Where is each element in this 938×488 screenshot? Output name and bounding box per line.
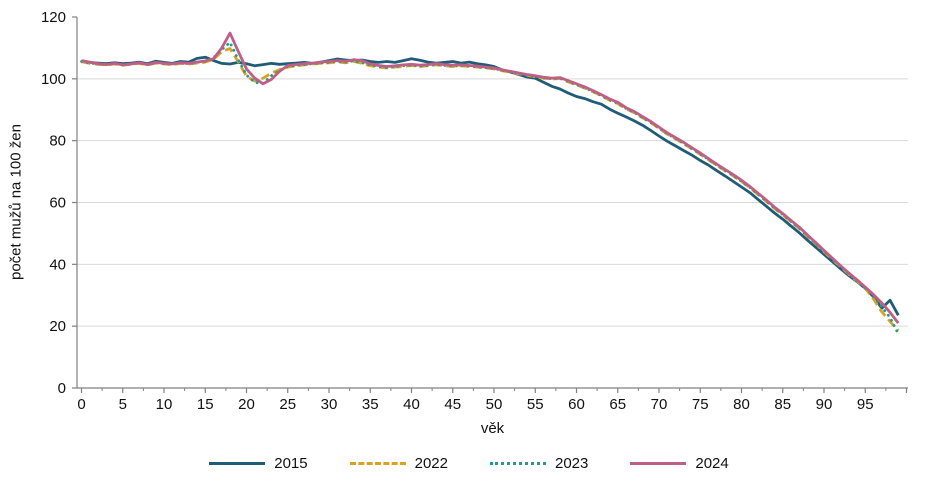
x-tick-label: 35 [362, 396, 379, 413]
y-tick-label: 40 [49, 256, 66, 273]
legend-label-2015: 2015 [274, 455, 308, 472]
x-tick-label: 20 [238, 396, 255, 413]
x-tick-label: 15 [197, 396, 214, 413]
x-tick-label: 0 [77, 396, 85, 413]
x-tick-label: 5 [119, 396, 127, 413]
series-line-2023 [80, 41, 900, 336]
series-line-2024 [81, 31, 900, 324]
series-line-2022 [81, 47, 900, 332]
legend-line-2024-icon [630, 462, 687, 465]
x-tick-label: 30 [321, 396, 338, 413]
x-tick-label: 75 [692, 396, 709, 413]
y-tick-label: 100 [41, 71, 66, 88]
y-axis-title: počet mužů na 100 žen [7, 124, 25, 281]
legend-label-2022: 2022 [414, 455, 448, 472]
x-tick-label: 40 [403, 396, 420, 413]
legend-line-2023-icon [490, 462, 546, 465]
series-line-2015 [81, 55, 900, 316]
x-tick-label: 55 [527, 396, 544, 413]
x-tick-label: 70 [651, 396, 668, 413]
y-tick-label: 0 [58, 380, 66, 397]
x-tick-label: 95 [857, 396, 874, 413]
x-axis-title: věk [480, 420, 505, 437]
legend-item-2023: 2023 [490, 455, 588, 472]
legend-label-2024: 2024 [695, 455, 729, 472]
x-tick-label: 50 [486, 396, 503, 413]
plot-area: 0 20 40 60 80 100 120 0 5 10 15 20 25 30 35 40 45 50 55 60 6… [41, 9, 908, 413]
y-tick-label: 120 [41, 9, 66, 26]
legend-line-2015-icon [209, 462, 266, 465]
legend-line-2022-icon [349, 462, 406, 465]
x-tick-label: 90 [816, 396, 833, 413]
y-tick-label: 60 [49, 195, 66, 212]
legend: 2015 2022 2023 2024 [0, 455, 938, 472]
x-tick-label: 10 [156, 396, 173, 413]
x-tick-label: 80 [733, 396, 750, 413]
x-tick-label: 45 [444, 396, 461, 413]
legend-item-2015: 2015 [209, 455, 308, 472]
legend-item-2022: 2022 [349, 455, 448, 472]
legend-label-2023: 2023 [555, 455, 589, 472]
x-tick-label: 25 [279, 396, 296, 413]
y-tick-label: 20 [49, 318, 66, 335]
x-tick-label: 85 [774, 396, 791, 413]
y-tick-label: 80 [49, 133, 66, 150]
x-tick-label: 60 [568, 396, 585, 413]
legend-item-2024: 2024 [630, 455, 729, 472]
x-tick-label: 65 [609, 396, 626, 413]
